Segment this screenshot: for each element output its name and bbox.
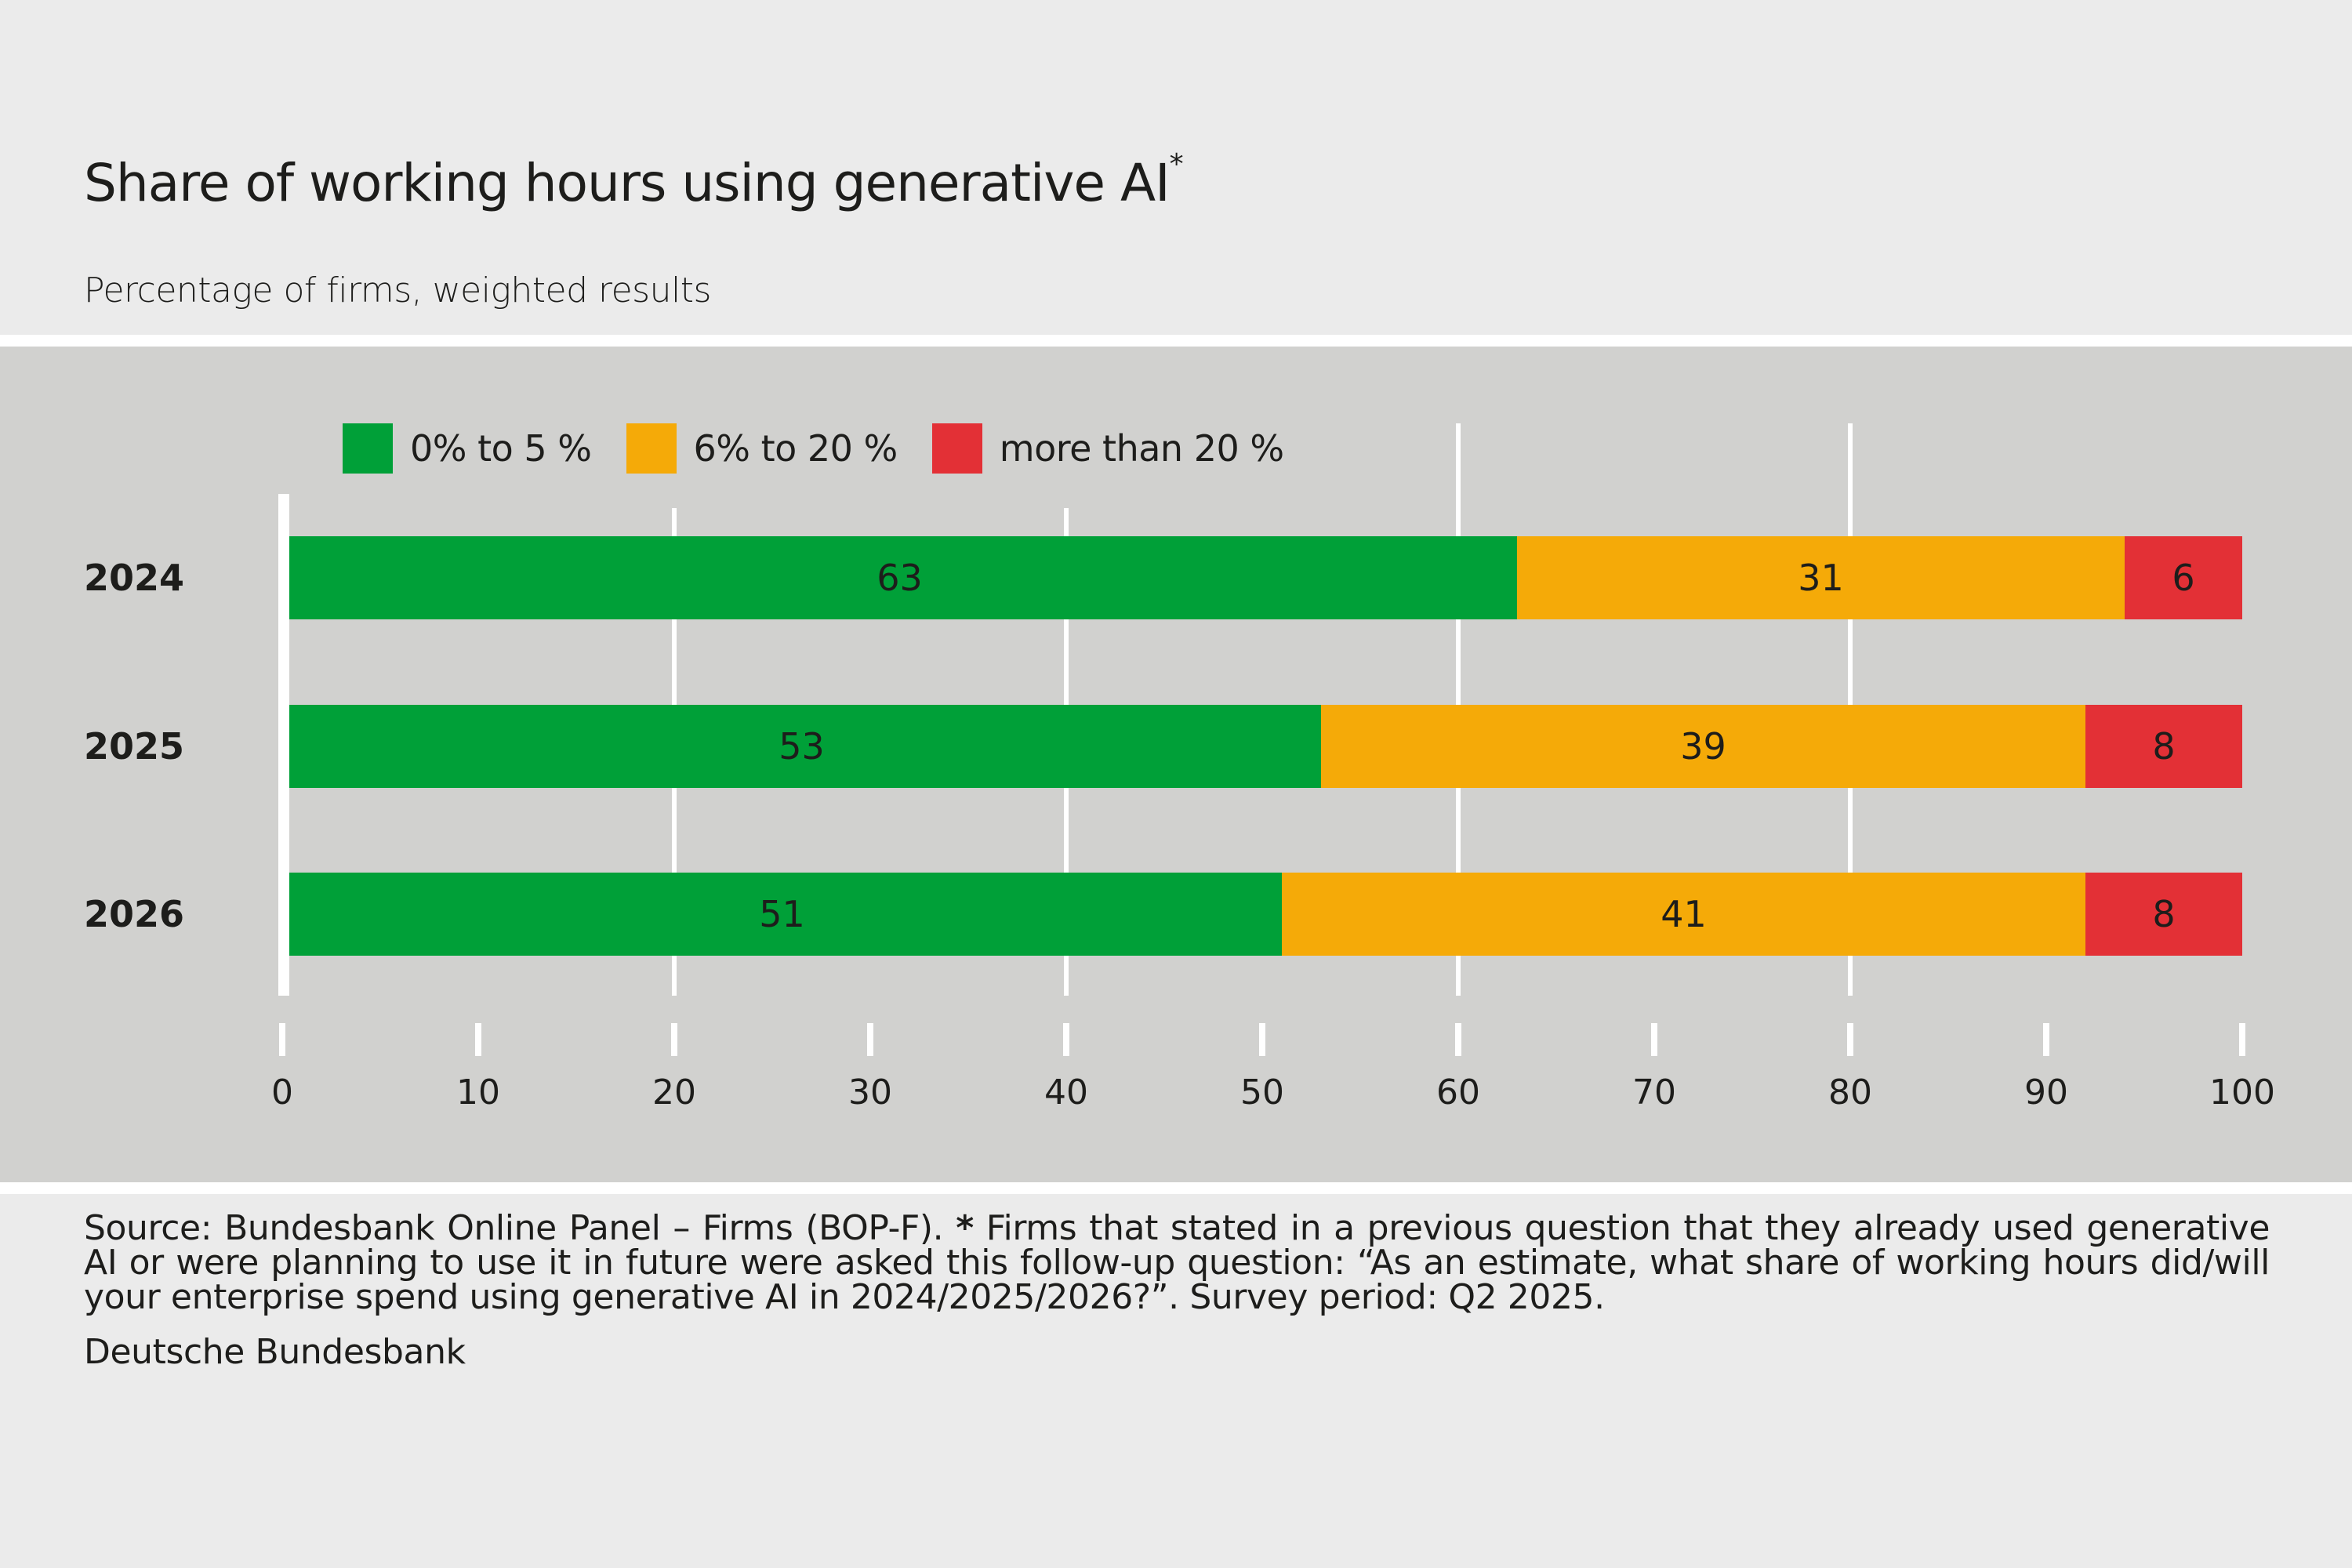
legend: 0% to 5 % 6% to 20 % more than 20 % [343, 423, 1319, 474]
x-tick-label: 40 [1044, 1073, 1088, 1112]
organization: Deutsche Bundesbank [84, 1332, 466, 1372]
chart-title-text: Share of working hours using generative … [84, 153, 1171, 213]
x-tick-10 [475, 1023, 481, 1056]
bar-segment-2025-1 [1321, 705, 2085, 788]
x-tick-90 [2043, 1023, 2049, 1056]
source-note: Source: Bundesbank Online Panel – Firms … [84, 1211, 2270, 1315]
x-tick-100 [2239, 1023, 2245, 1056]
legend-label: more than 20 % [999, 427, 1284, 470]
bar-segment-2025-0 [282, 705, 1321, 788]
x-tick-80 [1847, 1023, 1853, 1056]
divider-bottom [0, 1182, 2352, 1194]
legend-swatch-green [343, 423, 393, 474]
x-tick-label: 20 [652, 1073, 696, 1112]
x-tick-label: 100 [2209, 1073, 2275, 1112]
title-footnote-marker: * [1169, 148, 1184, 180]
source-text: Source: Bundesbank Online Panel – Firms … [84, 1208, 944, 1248]
legend-label: 6% to 20 % [693, 427, 898, 470]
chart-subtitle: Percentage of firms, weighted results [84, 270, 711, 310]
bar-segment-2024-1 [1517, 536, 2125, 619]
chart-title: Share of working hours using generative … [84, 148, 1184, 213]
axes: 2024 2025 2026 0 10 20 30 40 50 60 70 80 90 100 [84, 494, 2275, 1112]
bar-segment-2026-0 [282, 873, 1282, 956]
legend-swatch-orange [626, 423, 677, 474]
footnote-text: Firms that stated in a previous question… [84, 1208, 2270, 1317]
x-tick-label: 80 [1828, 1073, 1872, 1112]
data-label: 51 [759, 893, 805, 935]
legend-label: 0% to 5 % [410, 427, 592, 470]
x-tick-60 [1455, 1023, 1461, 1056]
footnote-marker: * [956, 1208, 974, 1248]
x-tick-label: 30 [848, 1073, 892, 1112]
footer: Source: Bundesbank Online Panel – Firms … [84, 1211, 2270, 1370]
x-tick-label: 50 [1240, 1073, 1284, 1112]
legend-swatch-red [931, 423, 982, 474]
bar-segment-2026-1 [1282, 873, 2085, 956]
data-label: 53 [779, 725, 825, 768]
data-label: 8 [2152, 893, 2175, 935]
data-label: 6 [2172, 557, 2194, 599]
x-tick-label: 90 [2024, 1073, 2068, 1112]
legend-item-high: more than 20 % [931, 423, 1284, 474]
data-label: 39 [1680, 725, 1726, 768]
bars: 63 31 6 53 39 8 51 41 8 [282, 536, 2242, 956]
data-label: 41 [1661, 893, 1707, 935]
x-tick-label: 70 [1632, 1073, 1676, 1112]
legend-item-mid: 6% to 20 % [626, 423, 898, 474]
data-label: 63 [877, 557, 923, 599]
x-tick-70 [1651, 1023, 1657, 1056]
x-tick-50 [1259, 1023, 1265, 1056]
x-tick-20 [671, 1023, 677, 1056]
bar-segment-2026-2 [2085, 873, 2242, 956]
x-tick-0 [279, 1023, 285, 1056]
data-label: 31 [1798, 557, 1844, 599]
bar-segment-2024-2 [2125, 536, 2242, 619]
divider-top [0, 335, 2352, 347]
category-label-2026: 2026 [84, 893, 184, 935]
legend-item-low: 0% to 5 % [343, 423, 592, 474]
y-axis-line [278, 494, 289, 996]
category-label-2024: 2024 [84, 557, 184, 599]
x-tick-label: 10 [456, 1073, 500, 1112]
x-tick-label: 0 [271, 1073, 293, 1112]
bar-segment-2025-2 [2085, 705, 2242, 788]
x-tick-30 [867, 1023, 873, 1056]
bar-segment-2024-0 [282, 536, 1517, 619]
data-label: 8 [2152, 725, 2175, 768]
x-tick-40 [1063, 1023, 1069, 1056]
x-tick-label: 60 [1436, 1073, 1480, 1112]
category-label-2025: 2025 [84, 725, 184, 768]
